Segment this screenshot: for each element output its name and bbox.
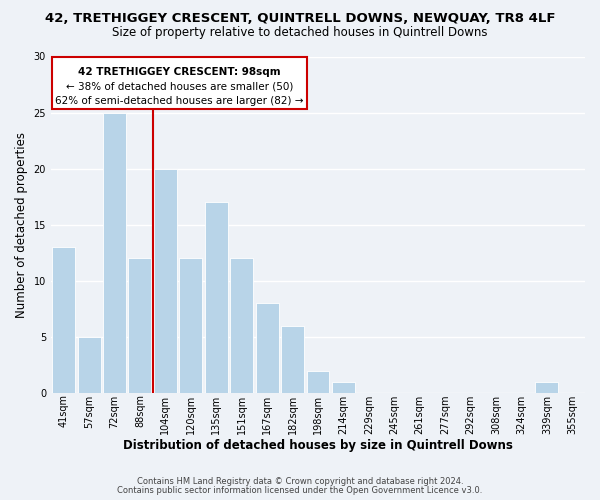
Text: Size of property relative to detached houses in Quintrell Downs: Size of property relative to detached ho… [112, 26, 488, 39]
Bar [332, 382, 355, 393]
Text: 62% of semi-detached houses are larger (82) →: 62% of semi-detached houses are larger (… [55, 96, 304, 106]
Bar [154, 168, 177, 393]
Bar [128, 258, 151, 393]
Text: Contains HM Land Registry data © Crown copyright and database right 2024.: Contains HM Land Registry data © Crown c… [137, 477, 463, 486]
Bar [52, 247, 75, 393]
Text: ← 38% of detached houses are smaller (50): ← 38% of detached houses are smaller (50… [65, 81, 293, 91]
Bar [281, 326, 304, 393]
Bar [307, 370, 329, 393]
Bar [205, 202, 227, 393]
Text: Contains public sector information licensed under the Open Government Licence v3: Contains public sector information licen… [118, 486, 482, 495]
FancyBboxPatch shape [52, 56, 307, 109]
Bar [256, 304, 278, 393]
Bar [103, 112, 126, 393]
Text: 42 TRETHIGGEY CRESCENT: 98sqm: 42 TRETHIGGEY CRESCENT: 98sqm [78, 66, 281, 76]
Text: 42, TRETHIGGEY CRESCENT, QUINTRELL DOWNS, NEWQUAY, TR8 4LF: 42, TRETHIGGEY CRESCENT, QUINTRELL DOWNS… [45, 12, 555, 26]
Y-axis label: Number of detached properties: Number of detached properties [15, 132, 28, 318]
Bar [230, 258, 253, 393]
Bar [179, 258, 202, 393]
X-axis label: Distribution of detached houses by size in Quintrell Downs: Distribution of detached houses by size … [123, 440, 513, 452]
Bar [535, 382, 558, 393]
Bar [77, 337, 101, 393]
